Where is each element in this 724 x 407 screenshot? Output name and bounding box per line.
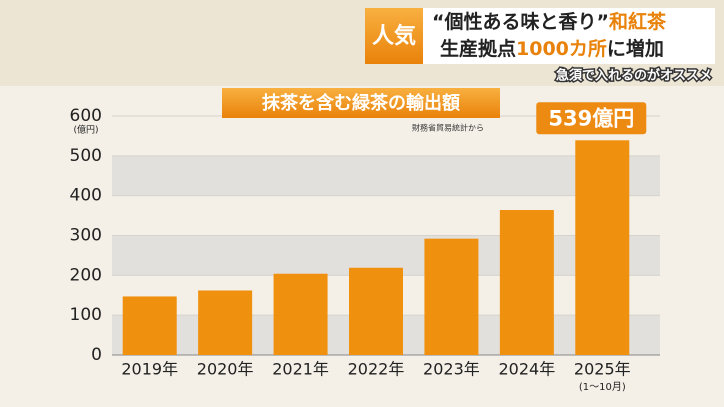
headline-part: に増加 [607, 37, 664, 60]
tag-box [365, 8, 423, 64]
subcaption: 急須で入れるのがオススメ [556, 68, 712, 84]
y-tick-label: 600 [70, 106, 102, 126]
value-label: 539億円 [548, 106, 634, 130]
y-tick-label: 0 [91, 345, 102, 365]
x-tick-label: 2019年 [121, 360, 178, 379]
bar [349, 267, 403, 355]
chart-title: 抹茶を含む緑茶の輸出額 [262, 92, 460, 114]
y-tick-label: 400 [70, 186, 102, 206]
y-tick-label: 200 [70, 265, 102, 285]
x-tick-label: 2025年 [574, 360, 631, 379]
x-tick-note: (1〜10月) [579, 381, 626, 393]
bar [273, 273, 328, 355]
y-tick-label: 300 [70, 226, 102, 246]
source: 財務省貿易統計から [412, 123, 484, 133]
headline-part: “個性ある味と香り” [432, 10, 609, 33]
bar [575, 140, 630, 355]
bar [198, 290, 253, 355]
x-tick-label: 2023年 [423, 360, 480, 379]
headline: 生産拠点1000カ所に増加 [440, 37, 664, 60]
tag: 人気 [372, 23, 416, 49]
x-tick-label: 2024年 [498, 360, 555, 379]
x-tick-label: 2020年 [197, 360, 254, 379]
title-box [222, 88, 500, 118]
x-tick-label: 2022年 [348, 360, 405, 379]
y-tick-label: 100 [70, 305, 102, 325]
headline-box [423, 8, 715, 64]
headline: “個性ある味と香り”和紅茶 [432, 10, 667, 33]
value-label-box [536, 102, 647, 135]
x-tick-label: 2021年 [272, 360, 329, 379]
headline-part: 和紅茶 [609, 10, 667, 33]
headline-part: 1000カ所 [516, 38, 607, 60]
headline-part: 生産拠点 [440, 37, 516, 60]
bar [424, 238, 479, 355]
grid-band [112, 155, 660, 196]
y-tick-label: 500 [70, 146, 102, 166]
bar [122, 296, 177, 355]
bar [499, 210, 554, 355]
y-unit: (億円) [73, 124, 98, 136]
